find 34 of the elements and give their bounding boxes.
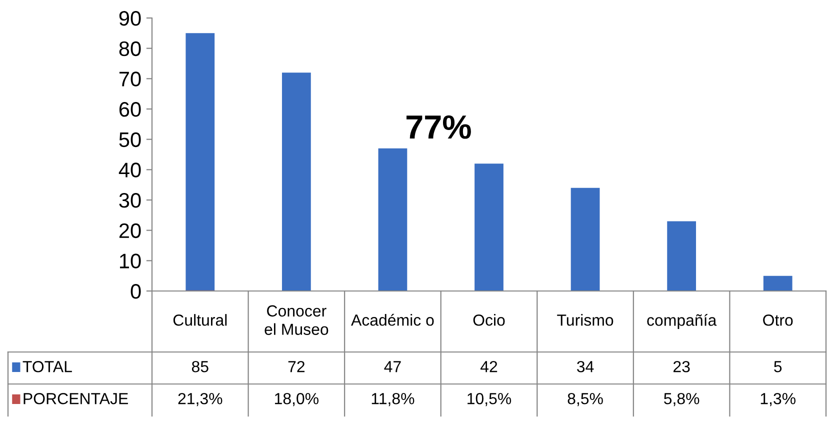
data-label: 42: [480, 360, 498, 372]
data-label: 34: [577, 360, 594, 372]
data-label: 5: [774, 361, 782, 372]
y-tick-label: 80: [119, 41, 141, 56]
x-tick-label: Cultural: [173, 314, 227, 326]
data-label: 21,3%: [178, 392, 222, 406]
y-tick-label: 50: [119, 132, 141, 148]
data-label: 18,0%: [275, 392, 319, 406]
y-tick-label: 0: [130, 284, 141, 299]
data-label: 72: [288, 360, 305, 372]
y-tick-label: 10: [120, 254, 141, 268]
y-tick-label: 40: [118, 162, 141, 178]
legend-label: PORCENTAJE: [24, 392, 128, 404]
x-tick-label: Ocio: [473, 314, 505, 326]
x-tick-label: Conocer el Museo: [264, 305, 328, 335]
data-label: 1,3%: [760, 392, 796, 406]
data-label: 10,5%: [468, 392, 512, 406]
x-tick-label: Académic o: [351, 314, 434, 326]
data-label: 85: [192, 360, 208, 372]
data-label: 8,5%: [568, 392, 603, 406]
y-tick-label: 30: [119, 193, 141, 208]
x-tick-label: Turismo: [557, 314, 614, 326]
y-tick-label: 70: [119, 72, 141, 86]
y-tick-label: 90: [119, 11, 141, 26]
legend-label: TOTAL: [22, 360, 72, 372]
y-tick-label: 20: [119, 223, 141, 238]
annotation: 77%: [406, 115, 471, 139]
x-tick-label: compañía: [647, 314, 717, 330]
x-tick-label: Otro: [763, 314, 793, 326]
data-label: 5,8%: [664, 392, 700, 406]
y-tick-label: 60: [119, 102, 141, 117]
data-label: 11,8%: [372, 392, 414, 406]
data-label: 23: [673, 360, 690, 372]
data-label: 47: [384, 361, 401, 372]
